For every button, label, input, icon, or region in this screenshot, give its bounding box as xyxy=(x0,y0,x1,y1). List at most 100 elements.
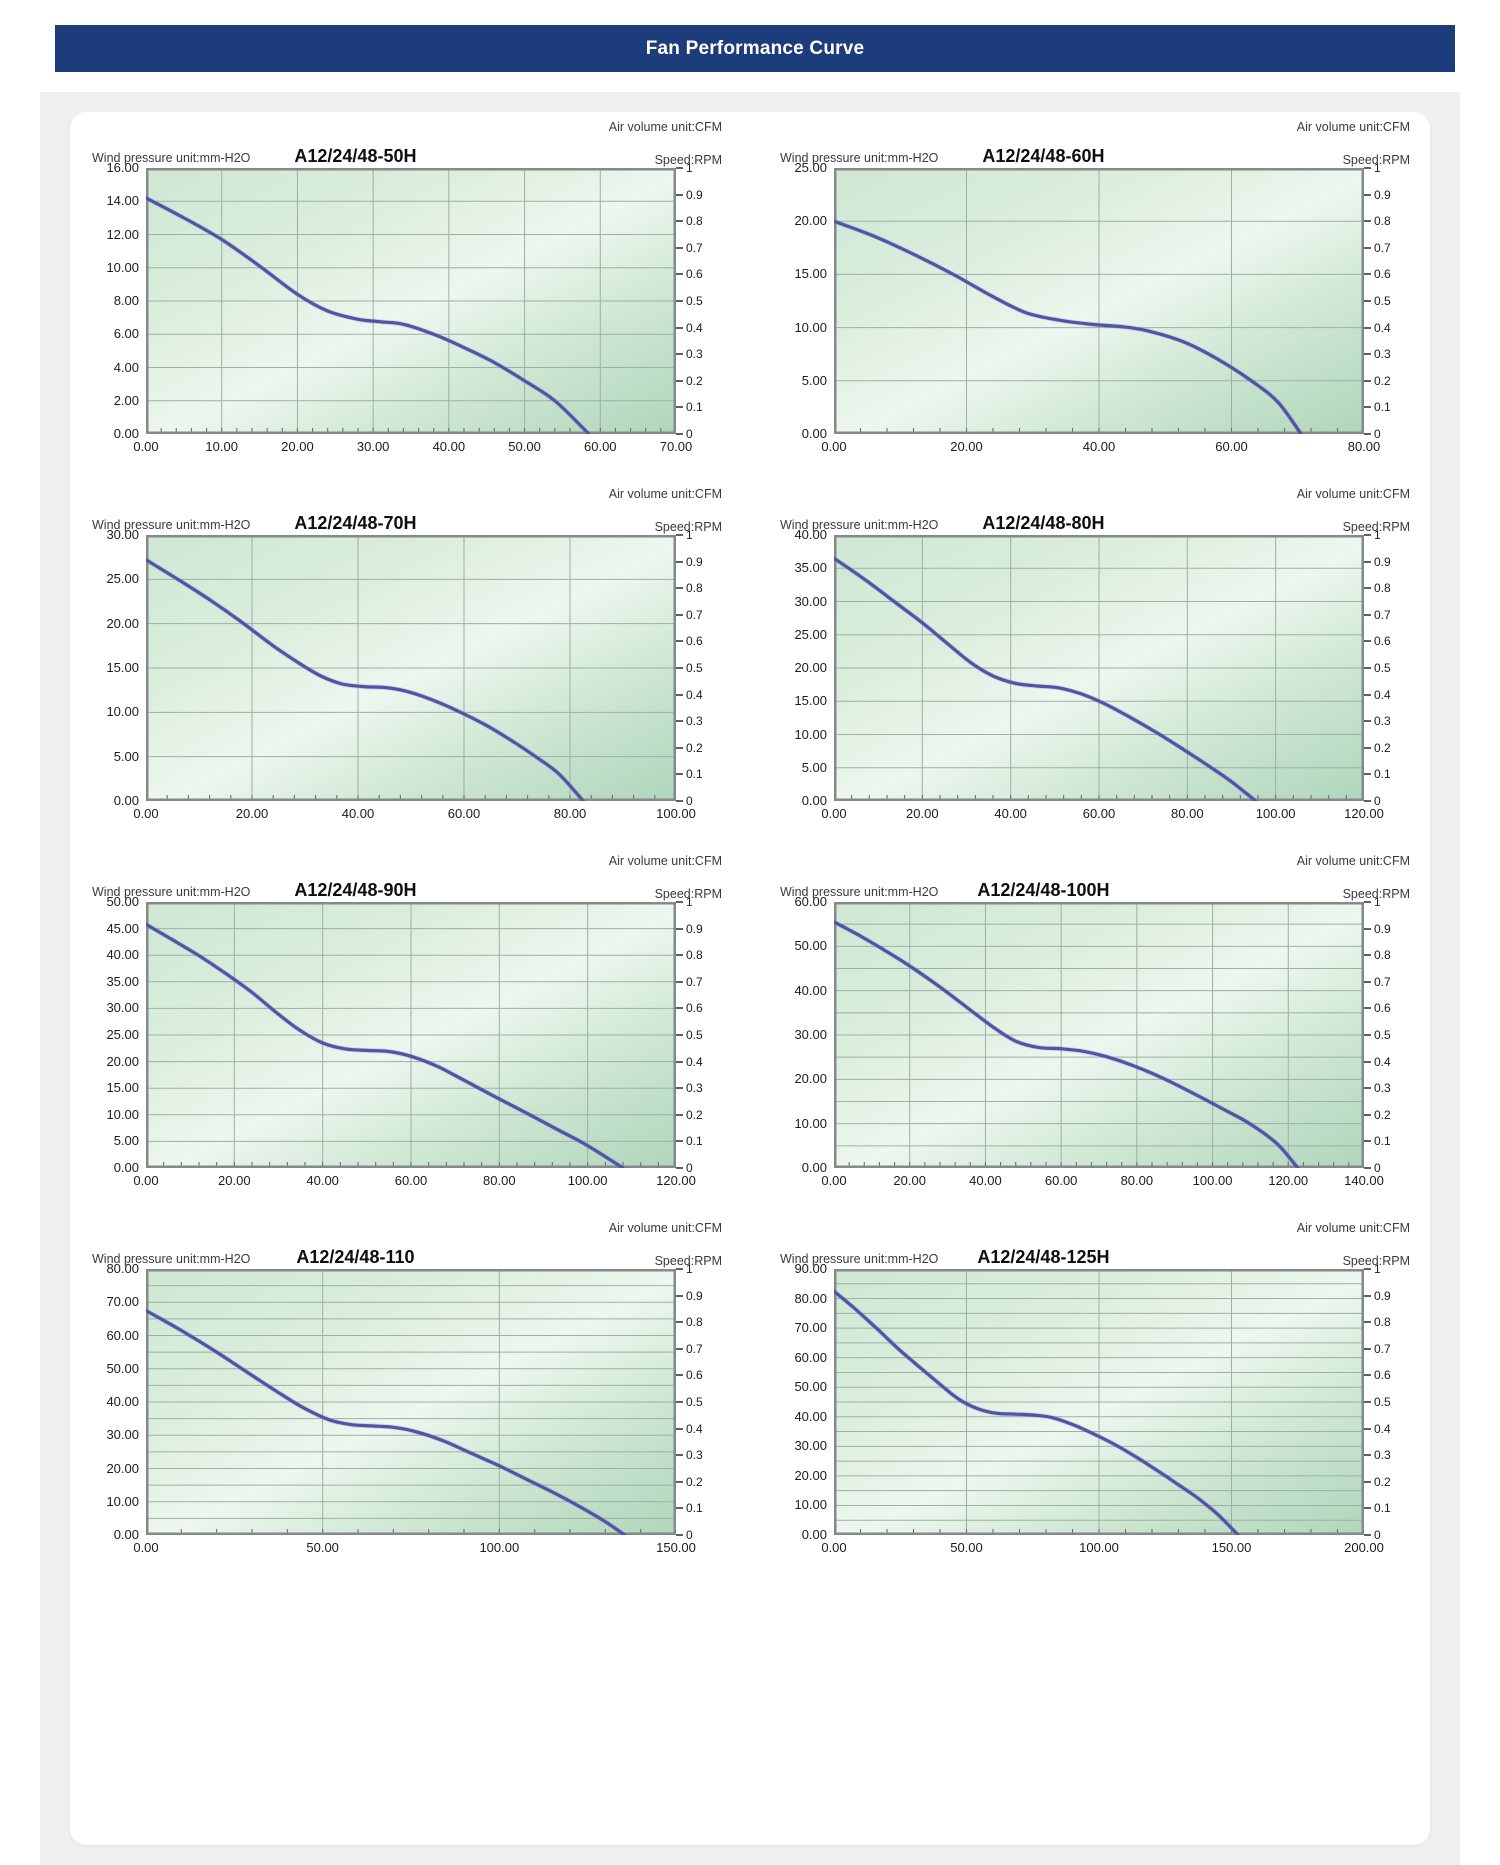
page-title: Fan Performance Curve xyxy=(645,37,865,59)
plot-svg xyxy=(146,168,676,434)
right-axis-tick xyxy=(676,1034,683,1036)
y-axis-label: 40.00 xyxy=(794,1408,827,1424)
y-axis-label: 10.00 xyxy=(794,319,827,335)
page-header: Fan Performance Curve xyxy=(55,25,1455,72)
x-axis-labels: 0.00 20.00 40.00 60.00 80.00 100.00 120.00 xyxy=(133,1168,696,1194)
right-axis-labels: 1 0.9 0.8 0.7 0.6 0.5 0.4 0.3 0.2 0.1 0 xyxy=(1364,1262,1410,1542)
y-axis-label: 20.00 xyxy=(794,1071,827,1087)
y-axis-label: 5.00 xyxy=(801,759,827,775)
right-axis-label: 1 xyxy=(686,895,693,909)
right-axis-tick xyxy=(1364,980,1371,983)
chart-title: A12/24/48-50H xyxy=(294,146,417,166)
x-axis-label: 40.00 xyxy=(969,1173,1002,1188)
y-axis-label: 20.00 xyxy=(106,615,139,631)
y-axis-label: 10.00 xyxy=(106,1493,139,1509)
x-axis-label: 120.00 xyxy=(656,1173,696,1188)
pressure-unit-label: Wind pressure unit:mm-H2O xyxy=(92,885,251,899)
right-axis-tick xyxy=(676,1140,683,1143)
right-axis-tick xyxy=(1364,1480,1371,1483)
x-axis-label: 80.00 xyxy=(1120,1173,1154,1188)
x-axis-labels: 0.00 20.00 40.00 60.00 80.00 100.00 120.00 140.… xyxy=(821,1168,1384,1194)
right-axis-tick xyxy=(1364,1268,1371,1270)
right-axis-labels: 1 0.9 0.8 0.7 0.6 0.5 0.4 0.3 0.2 0.1 0 xyxy=(676,1262,722,1542)
y-axis-label: 80.00 xyxy=(106,1261,139,1276)
plot-svg xyxy=(834,168,1364,434)
x-axis-label: 100.00 xyxy=(1079,1540,1119,1555)
right-axis-tick xyxy=(676,1007,683,1010)
right-axis-label: 0.2 xyxy=(1374,1474,1391,1489)
right-axis-label: 0.9 xyxy=(1374,187,1391,202)
right-axis-tick xyxy=(1364,746,1371,749)
x-axis-label: 100.00 xyxy=(567,1173,608,1188)
y-axis-label: 40.00 xyxy=(794,527,827,542)
right-axis-label: 0.6 xyxy=(1374,1001,1391,1016)
right-axis-tick xyxy=(1364,300,1371,302)
right-axis-label: 0.6 xyxy=(1374,634,1391,649)
right-axis-tick xyxy=(676,1507,683,1510)
right-axis-tick xyxy=(1364,406,1371,409)
right-axis-tick xyxy=(676,667,683,669)
right-axis-label: 0.5 xyxy=(686,294,703,308)
y-axis-label: 60.00 xyxy=(794,894,827,909)
right-axis-tick xyxy=(1364,927,1371,930)
right-axis-tick xyxy=(676,273,683,276)
right-axis-label: 0.1 xyxy=(1374,1501,1391,1516)
y-axis-label: 70.00 xyxy=(794,1320,827,1336)
y-axis-label: 15.00 xyxy=(106,1080,139,1096)
y-axis-label: 0.00 xyxy=(801,1527,827,1542)
x-axis-label: 100.00 xyxy=(656,806,696,821)
right-axis-tick xyxy=(676,800,683,802)
right-axis-label: 0.9 xyxy=(686,187,703,202)
fan-curve-chart: Wind pressure unit:mm-H2O A12/24/48-80H … xyxy=(778,487,1410,827)
right-axis-tick xyxy=(676,1480,683,1483)
right-axis-labels: 1 0.9 0.8 0.7 0.6 0.5 0.4 0.3 0.2 0.1 0 xyxy=(1364,528,1410,808)
y-axis-label: 40.00 xyxy=(106,1394,139,1409)
x-axis-row: 0.00 50.00 100.00 150.00 200.00 xyxy=(778,1535,1410,1561)
right-axis-label: 0.9 xyxy=(686,554,703,569)
y-axis-label: 50.00 xyxy=(106,1360,139,1376)
x-axis-label: 0.00 xyxy=(821,439,847,454)
pressure-unit-label: Wind pressure unit:mm-H2O xyxy=(780,885,939,899)
right-axis-label: 0.2 xyxy=(1374,1107,1391,1122)
y-axis-label: 80.00 xyxy=(794,1290,827,1306)
right-axis-label: 0.1 xyxy=(686,767,703,782)
right-axis-tick xyxy=(1364,193,1371,196)
y-axis-label: 45.00 xyxy=(106,920,139,936)
y-axis-label: 0.00 xyxy=(801,426,827,441)
right-axis-label: 0 xyxy=(1374,1161,1381,1175)
right-axis-label: 0.8 xyxy=(1374,581,1391,596)
y-axis-label: 0.00 xyxy=(801,1160,827,1175)
right-axis-label: 0.3 xyxy=(1374,347,1391,362)
right-axis-tick xyxy=(676,406,683,409)
x-axis-row: 0.00 20.00 40.00 60.00 80.00 100.00 xyxy=(90,801,722,827)
right-axis-label: 0.8 xyxy=(686,581,703,596)
right-axis-label: 0.4 xyxy=(1374,687,1391,702)
right-axis-label: 0 xyxy=(1374,427,1381,441)
x-axis-label: 0.00 xyxy=(821,1173,847,1188)
right-axis-tick xyxy=(676,379,683,382)
pressure-unit-label: Wind pressure unit:mm-H2O xyxy=(92,151,251,165)
y-axis-label: 15.00 xyxy=(794,693,827,709)
plot-area xyxy=(146,1269,676,1535)
y-axis-label: 40.00 xyxy=(106,947,139,963)
volume-unit-label: Air volume unit:CFM xyxy=(608,487,722,501)
right-axis-label: 0.9 xyxy=(686,921,703,936)
right-axis-label: 0 xyxy=(1374,1528,1381,1542)
right-axis-tick xyxy=(676,193,683,196)
chart-header: Wind pressure unit:mm-H2O A12/24/48-90H … xyxy=(90,854,722,902)
chart-header: Wind pressure unit:mm-H2O A12/24/48-110 … xyxy=(90,1221,722,1269)
right-axis-label: 0.2 xyxy=(686,1474,703,1489)
volume-unit-label: Air volume unit:CFM xyxy=(608,854,722,868)
right-axis-tick xyxy=(1364,560,1371,563)
chart-body: 80.00 70.00 60.00 50.00 40.00 30.00 20.00 10.00… xyxy=(90,1261,722,1542)
y-axis-labels: 60.00 50.00 40.00 30.00 20.00 10.00 0.00 xyxy=(778,894,834,1175)
right-axis-tick xyxy=(1364,901,1371,903)
x-axis-label: 20.00 xyxy=(281,439,314,454)
right-axis-label: 1 xyxy=(1374,528,1381,542)
right-axis-tick xyxy=(1364,1034,1371,1036)
x-axis-label: 50.00 xyxy=(306,1540,339,1555)
performance-curve xyxy=(146,1309,627,1535)
right-axis-tick xyxy=(1364,720,1371,723)
right-axis-tick xyxy=(1364,1060,1371,1063)
y-axis-label: 10.00 xyxy=(794,726,827,742)
